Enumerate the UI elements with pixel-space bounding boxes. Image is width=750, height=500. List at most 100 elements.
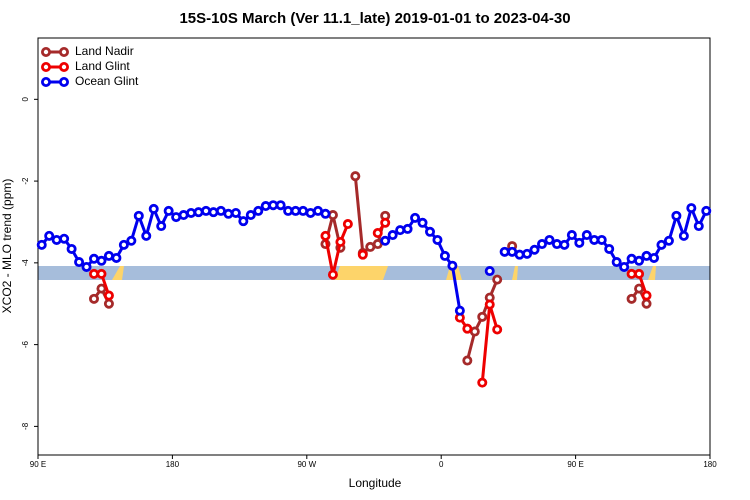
data-point bbox=[604, 243, 615, 254]
data-point bbox=[634, 268, 645, 279]
data-point bbox=[484, 266, 495, 277]
data-point bbox=[462, 323, 473, 334]
data-point bbox=[357, 249, 368, 260]
data-point bbox=[223, 208, 234, 219]
land-band bbox=[112, 266, 124, 280]
data-point bbox=[581, 230, 592, 241]
data-point bbox=[156, 221, 167, 232]
data-point bbox=[372, 228, 383, 239]
data-point bbox=[454, 305, 465, 316]
data-point bbox=[492, 274, 503, 285]
data-point bbox=[320, 208, 331, 219]
data-point bbox=[96, 268, 107, 279]
data-point bbox=[163, 205, 174, 216]
land-band bbox=[648, 266, 656, 280]
data-point bbox=[417, 217, 428, 228]
data-point bbox=[96, 283, 107, 294]
data-point bbox=[342, 219, 353, 230]
legend-label: Land Glint bbox=[75, 59, 130, 73]
data-point bbox=[484, 299, 495, 310]
x-tick-label: 0 bbox=[439, 460, 444, 469]
data-point bbox=[327, 210, 338, 221]
data-point bbox=[372, 239, 383, 250]
data-point bbox=[634, 255, 645, 266]
data-point bbox=[522, 248, 533, 259]
data-point bbox=[320, 230, 331, 241]
series-line bbox=[40, 203, 708, 311]
legend-marker bbox=[41, 47, 52, 58]
data-point bbox=[96, 255, 107, 266]
data-point bbox=[574, 237, 585, 248]
data-point bbox=[656, 239, 667, 250]
chart-title: 15S-10S March (Ver 11.1_late) 2019-01-01… bbox=[179, 10, 570, 27]
series bbox=[36, 200, 712, 316]
y-tick-label: 0 bbox=[21, 97, 30, 102]
data-point bbox=[141, 230, 152, 241]
land-mask bbox=[38, 266, 710, 280]
x-axis-label: Longitude bbox=[349, 476, 402, 490]
data-point bbox=[611, 257, 622, 268]
data-point bbox=[66, 243, 77, 254]
data-point bbox=[111, 252, 122, 263]
land-band bbox=[512, 266, 518, 280]
data-point bbox=[492, 324, 503, 335]
data-point bbox=[566, 230, 577, 241]
data-point bbox=[148, 203, 159, 214]
data-point bbox=[462, 355, 473, 366]
legend-marker bbox=[41, 77, 52, 88]
data-point bbox=[649, 252, 660, 263]
data-point bbox=[395, 225, 406, 236]
data-point bbox=[678, 230, 689, 241]
legend-marker bbox=[59, 77, 70, 88]
data-point bbox=[514, 249, 525, 260]
data-point bbox=[432, 234, 443, 245]
data-point bbox=[51, 234, 62, 245]
data-point bbox=[44, 230, 55, 241]
legend-label: Land Nadir bbox=[75, 44, 134, 58]
data-point bbox=[245, 210, 256, 221]
data-point bbox=[118, 239, 129, 250]
y-tick-label: -2 bbox=[21, 177, 30, 185]
x-tick-label: 180 bbox=[703, 460, 717, 469]
data-point bbox=[634, 283, 645, 294]
data-point bbox=[103, 298, 114, 309]
y-axis-label: XCO2 - MLO trend (ppm) bbox=[0, 179, 14, 314]
data-point bbox=[230, 207, 241, 218]
legend-marker bbox=[59, 47, 70, 58]
x-tick-label: 90 E bbox=[30, 460, 46, 469]
data-point bbox=[447, 260, 458, 271]
y-tick-label: -4 bbox=[21, 259, 30, 267]
data-point bbox=[559, 239, 570, 250]
data-point bbox=[424, 226, 435, 237]
legend-marker bbox=[41, 62, 52, 73]
x-tick-label: 90 W bbox=[297, 460, 316, 469]
data-point bbox=[36, 239, 47, 250]
data-point bbox=[200, 205, 211, 216]
data-point bbox=[380, 235, 391, 246]
data-point bbox=[260, 201, 271, 212]
data-point bbox=[537, 239, 548, 250]
data-point bbox=[641, 290, 652, 301]
data-point bbox=[275, 200, 286, 211]
data-point bbox=[686, 203, 697, 214]
data-point bbox=[663, 235, 674, 246]
data-point bbox=[81, 261, 92, 272]
data-point bbox=[544, 234, 555, 245]
data-point bbox=[701, 205, 712, 216]
y-tick-label: -8 bbox=[21, 422, 30, 430]
data-point bbox=[693, 221, 704, 232]
data-point bbox=[402, 223, 413, 234]
data-point bbox=[387, 230, 398, 241]
data-point bbox=[186, 207, 197, 218]
data-point bbox=[327, 269, 338, 280]
data-point bbox=[477, 311, 488, 322]
data-point bbox=[103, 290, 114, 301]
data-point bbox=[619, 261, 630, 272]
data-point bbox=[74, 257, 85, 268]
series bbox=[89, 217, 652, 388]
data-point bbox=[529, 244, 540, 255]
data-point bbox=[410, 212, 421, 223]
data-point bbox=[133, 210, 144, 221]
